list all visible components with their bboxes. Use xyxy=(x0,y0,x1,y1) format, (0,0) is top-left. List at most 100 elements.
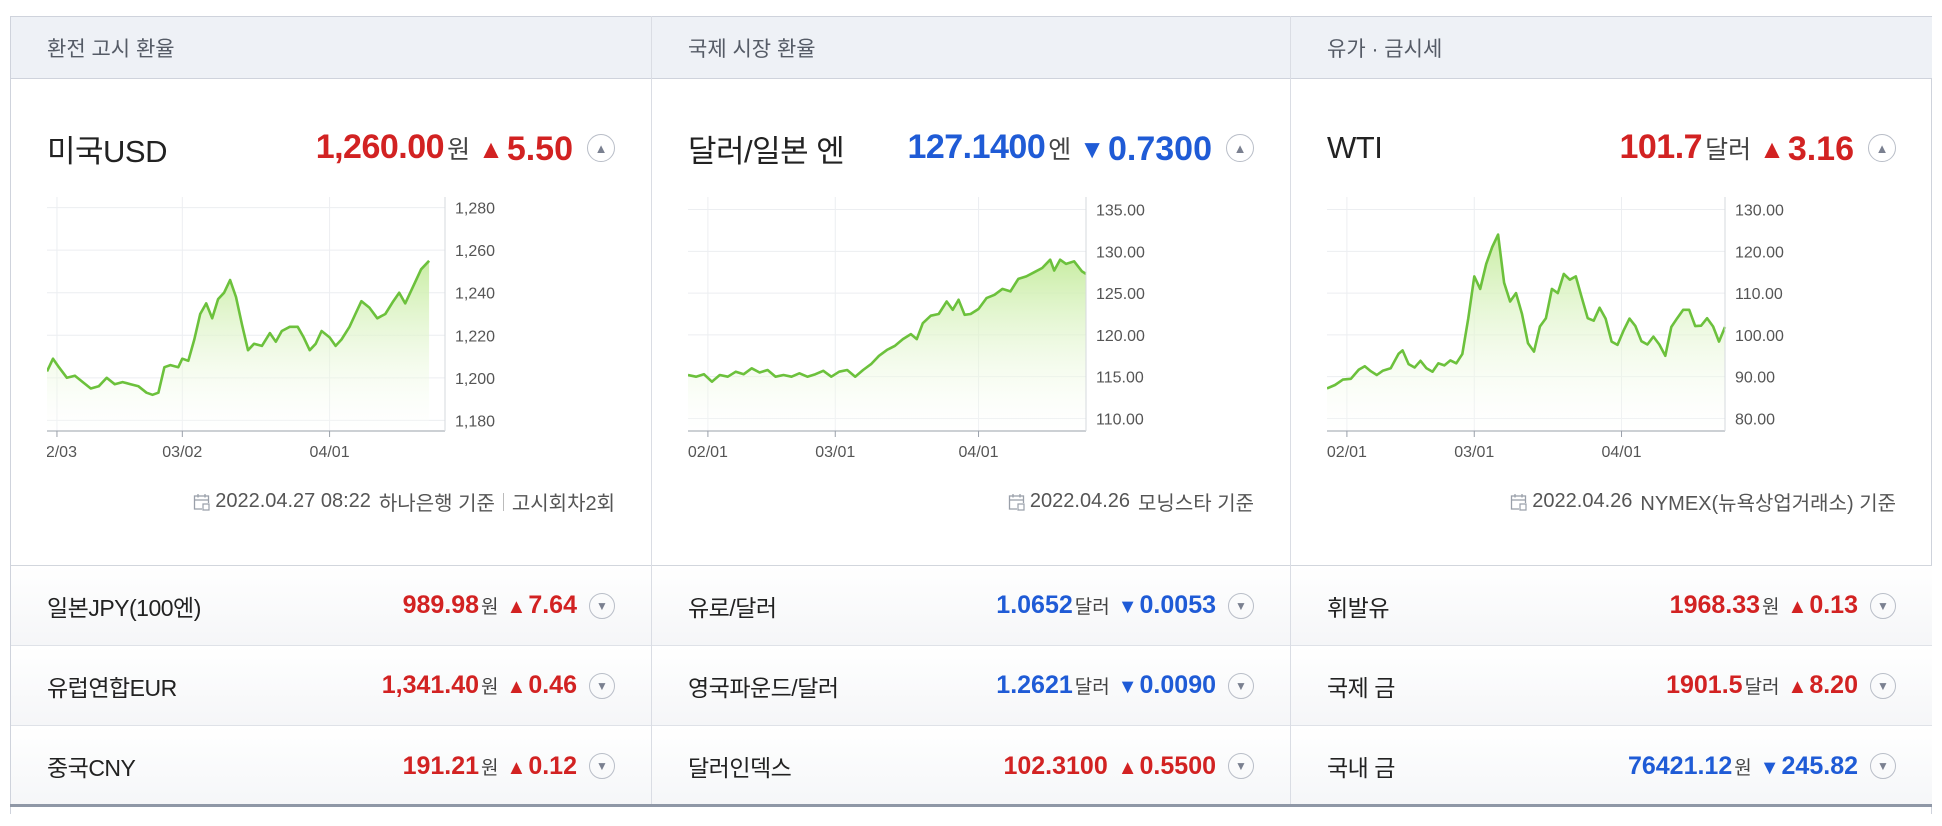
chevron-down-icon: ▼ xyxy=(1877,759,1889,773)
expand-toggle-button[interactable]: ▼ xyxy=(1228,672,1254,699)
quote-row-name: 영국파운드/달러 xyxy=(688,674,839,701)
change-value: 0.12 xyxy=(528,751,577,780)
y-tick-label: 100.00 xyxy=(1735,328,1784,345)
quote-row-unit: 원 xyxy=(481,677,499,698)
main-quote: 미국USD 1,260.00 원 ▲ 5.50 ▲ 1,280 1,260 1,24… xyxy=(11,79,651,566)
footer-source: NYMEX(뉴욕상업거래소) 기준 xyxy=(1640,493,1896,515)
expand-toggle-button[interactable]: ▼ xyxy=(1228,592,1254,619)
main-quote-value: 127.1400 xyxy=(907,127,1046,166)
footer-source: 모닝스타 기준 xyxy=(1138,493,1254,515)
quote-row-jpy[interactable]: 일본JPY(100엔) 989.98 원 ▲7.64 ▼ xyxy=(11,566,651,646)
chevron-down-icon: ▼ xyxy=(1235,598,1247,613)
y-tick-label: 80.00 xyxy=(1735,411,1775,428)
up-arrow-icon: ▲ xyxy=(1787,676,1808,698)
main-quote-change: ▼ 0.7300 xyxy=(1079,130,1212,169)
quote-row-value: 1.2621 xyxy=(996,671,1073,699)
chevron-down-icon: ▼ xyxy=(596,759,608,773)
footer-source: 하나은행 기준 xyxy=(378,493,495,515)
y-tick-label: 1,240 xyxy=(455,286,495,303)
main-quote-name[interactable]: WTI xyxy=(1327,130,1383,165)
quote-row-unit: 원 xyxy=(481,597,499,618)
x-tick-label: 04/01 xyxy=(310,444,350,461)
change-value: 0.5500 xyxy=(1139,751,1216,780)
footer-divider xyxy=(502,492,504,511)
down-arrow-icon: ▼ xyxy=(1117,676,1138,698)
y-tick-label: 115.00 xyxy=(1096,370,1144,387)
main-quote-name[interactable]: 미국USD xyxy=(47,133,168,169)
quote-row-value: 1.0652 xyxy=(996,591,1073,619)
panel-header[interactable]: 환전 고시 환율 xyxy=(11,16,651,79)
chevron-down-icon: ▼ xyxy=(596,598,608,613)
change-value: 0.7300 xyxy=(1108,129,1212,168)
main-quote-name[interactable]: 달러/일본 엔 xyxy=(688,133,845,169)
y-tick-label: 120.00 xyxy=(1096,328,1145,345)
quote-row-gbp-usd[interactable]: 영국파운드/달러 1.2621 달러 ▼0.0090 ▼ xyxy=(652,646,1290,726)
main-quote-value: 1,260.00 xyxy=(315,127,445,166)
down-arrow-icon: ▼ xyxy=(1079,133,1105,164)
panel-exchange-notice: 환전 고시 환율 미국USD 1,260.00 원 ▲ 5.50 ▲ 1,280… xyxy=(11,16,652,806)
y-tick-label: 90.00 xyxy=(1735,370,1775,387)
main-quote-unit: 엔 xyxy=(1048,135,1072,164)
calendar-icon xyxy=(1511,493,1529,511)
collapse-toggle-button[interactable]: ▲ xyxy=(1868,134,1896,162)
quote-row-name: 달러인덱스 xyxy=(688,755,792,781)
quote-row-eur-usd[interactable]: 유로/달러 1.0652 달러 ▼0.0053 ▼ xyxy=(652,566,1290,646)
quote-row-dollar-index[interactable]: 달러인덱스 102.3100 ▲0.5500 ▼ xyxy=(652,726,1290,806)
quote-row-change: ▲7.64 xyxy=(507,591,577,620)
quote-row-unit: 원 xyxy=(1734,757,1752,779)
panel-header[interactable]: 유가 · 금시세 xyxy=(1291,16,1932,79)
quote-row-cny[interactable]: 중국CNY 191.21 원 ▲0.12 ▼ xyxy=(11,726,651,806)
quote-row-eur[interactable]: 유럽연합EUR 1,341.40 원 ▲0.46 ▼ xyxy=(11,646,651,726)
quote-row-change: ▲8.20 xyxy=(1788,671,1858,700)
expand-toggle-button[interactable]: ▼ xyxy=(589,592,615,619)
series-line xyxy=(1327,233,1727,390)
up-arrow-icon: ▲ xyxy=(1117,756,1138,779)
quote-row-intl-gold[interactable]: 국제 금 1901.5 달러 ▲8.20 ▼ xyxy=(1291,646,1932,726)
quote-row-name: 유럽연합EUR xyxy=(47,674,177,701)
quote-row-change: ▼0.0053 xyxy=(1118,591,1216,620)
expand-toggle-button[interactable]: ▼ xyxy=(1870,753,1896,779)
expand-toggle-button[interactable]: ▼ xyxy=(589,753,615,779)
quote-row-unit: 달러 xyxy=(1074,597,1110,618)
quote-row-name: 국제 금 xyxy=(1327,674,1395,701)
up-arrow-icon: ▲ xyxy=(506,596,527,618)
expand-toggle-button[interactable]: ▼ xyxy=(1870,592,1896,619)
expand-toggle-button[interactable]: ▼ xyxy=(1228,753,1254,779)
collapse-toggle-button[interactable]: ▲ xyxy=(1226,134,1254,162)
chevron-up-icon: ▲ xyxy=(594,140,608,156)
change-value: 0.0053 xyxy=(1139,591,1216,619)
exchange-rate-widget: 환전 고시 환율 미국USD 1,260.00 원 ▲ 5.50 ▲ 1,280… xyxy=(10,16,1932,814)
panel-header[interactable]: 국제 시장 환율 xyxy=(652,16,1290,79)
footer-date: 2022.04.27 08:22 xyxy=(215,490,371,512)
main-quote: 달러/일본 엔 127.1400 엔 ▼ 0.7300 ▲ 135.00 130.… xyxy=(652,79,1290,566)
x-tick-label: 03/01 xyxy=(1454,444,1494,461)
main-quote-unit: 달러 xyxy=(1705,135,1752,164)
quote-row-unit: 원 xyxy=(481,757,499,779)
quote-row-unit: 원 xyxy=(1762,597,1780,618)
change-value: 7.64 xyxy=(528,591,577,619)
panel-international-market: 국제 시장 환율 달러/일본 엔 127.1400 엔 ▼ 0.7300 ▲ 1… xyxy=(652,16,1291,806)
down-arrow-icon: ▼ xyxy=(1759,756,1780,779)
y-tick-label: 135.00 xyxy=(1096,203,1145,220)
quote-row-change: ▼245.82 xyxy=(1760,752,1858,781)
quote-row-domestic-gold[interactable]: 국내 금 76421.12 원 ▼245.82 ▼ xyxy=(1291,726,1932,806)
quote-row-value: 102.3100 xyxy=(1003,751,1108,780)
chart-footer: 2022.04.26 NYMEX(뉴욕상업거래소) 기준 xyxy=(1510,487,1896,516)
y-tick-label: 120.00 xyxy=(1735,244,1784,261)
quote-row-change: ▲0.46 xyxy=(507,671,577,700)
up-arrow-icon: ▲ xyxy=(1787,596,1808,618)
quote-row-gasoline[interactable]: 휘발유 1968.33 원 ▲0.13 ▼ xyxy=(1291,566,1932,646)
quote-row-change: ▼0.0090 xyxy=(1118,671,1216,700)
quote-row-value: 1901.5 xyxy=(1666,671,1743,699)
x-tick-label: 02/01 xyxy=(688,444,728,461)
series-area xyxy=(47,260,430,431)
quote-row-change: ▲0.12 xyxy=(507,752,577,781)
expand-toggle-button[interactable]: ▼ xyxy=(589,672,615,699)
panel-oil-gold: 유가 · 금시세 WTI 101.7 달러 ▲ 3.16 ▲ 130.00 120… xyxy=(1291,16,1932,806)
chevron-down-icon: ▼ xyxy=(596,678,608,693)
quote-list: 유로/달러 1.0652 달러 ▼0.0053 ▼ 영국파운드/달러 1.2621 달… xyxy=(652,566,1290,806)
expand-toggle-button[interactable]: ▼ xyxy=(1870,672,1896,699)
y-tick-label: 110.00 xyxy=(1096,411,1144,428)
y-tick-label: 130.00 xyxy=(1096,244,1145,261)
collapse-toggle-button[interactable]: ▲ xyxy=(587,134,615,162)
